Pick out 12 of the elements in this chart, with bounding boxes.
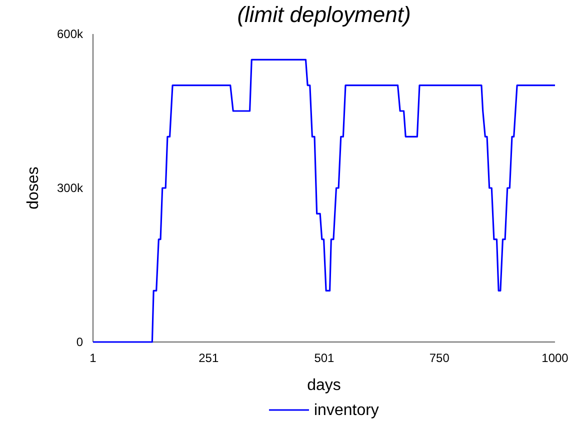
x-tick-label: 1000: [542, 351, 569, 365]
y-axis-title: doses: [25, 166, 42, 210]
y-tick-label: 600k: [56, 27, 84, 41]
y-tick-label: 0: [76, 335, 84, 349]
legend-label: inventory: [314, 402, 379, 419]
x-tick-label: 1: [90, 351, 97, 365]
y-tick-label: 300k: [56, 181, 84, 195]
x-tick-label: 251: [198, 351, 219, 365]
x-tick-label: 501: [314, 351, 335, 365]
x-axis-title: days: [307, 377, 341, 394]
x-tick-label: 750: [429, 351, 450, 365]
chart-title: (limit deployment): [237, 2, 411, 27]
